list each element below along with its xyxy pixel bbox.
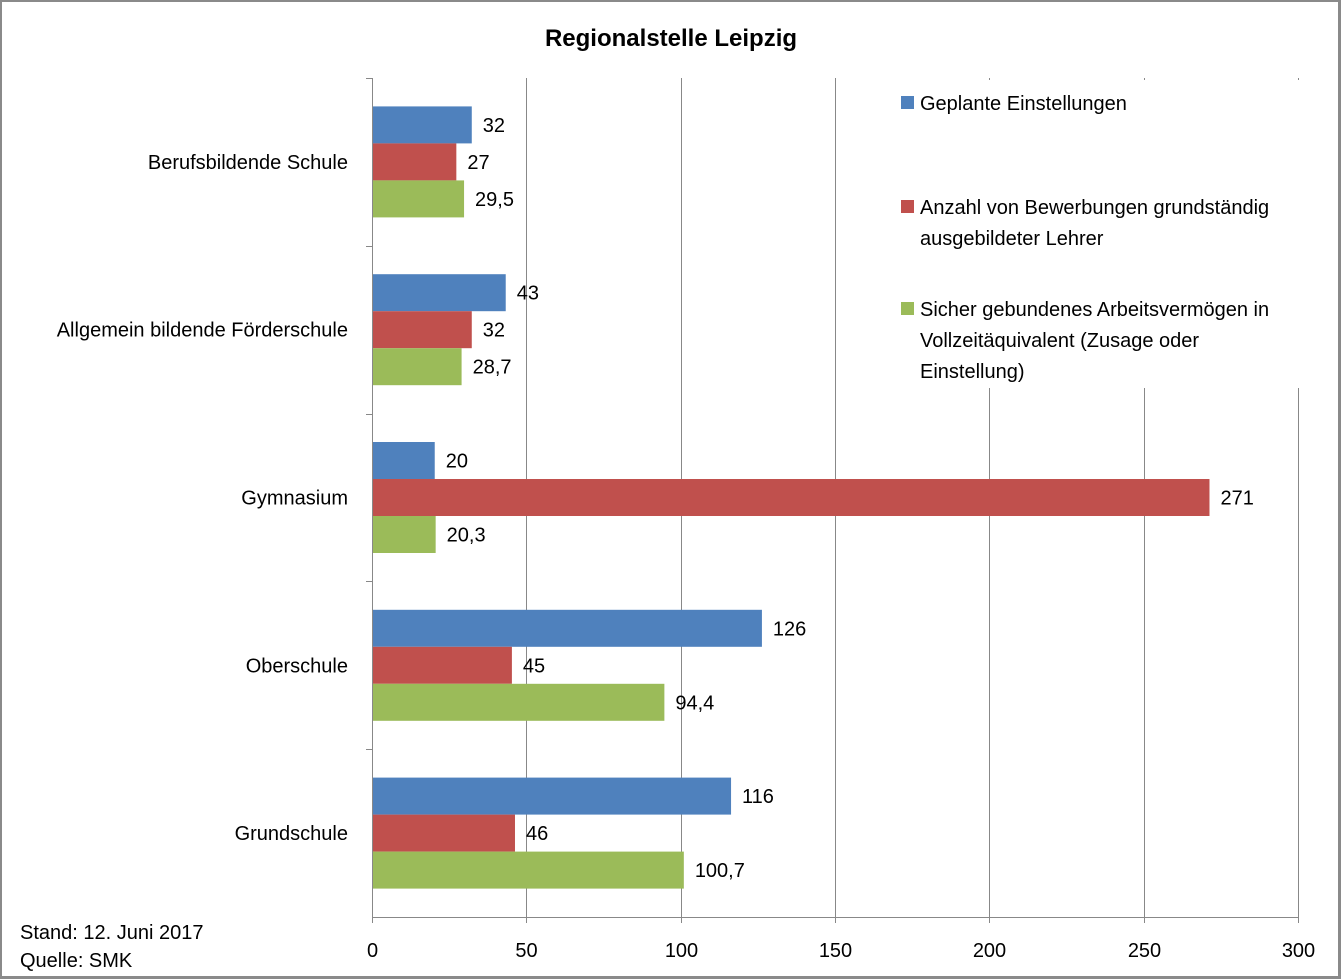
bar [373,311,472,349]
legend-swatch [901,200,914,213]
category-label: Berufsbildende Schule [148,152,348,174]
legend-box [890,80,1330,388]
legend-swatch [901,96,914,109]
x-tick-label: 100 [665,940,698,962]
legend-label: Einstellung) [920,361,1025,383]
bar [373,516,436,553]
data-label: 43 [517,283,539,305]
legend-label: Geplante Einstellungen [920,93,1127,115]
x-tick-label: 200 [973,940,1006,962]
data-label: 20,3 [447,525,486,547]
legend-swatch [901,302,914,315]
data-label: 100,7 [695,860,745,882]
x-tick-label: 300 [1282,940,1315,962]
x-tick-label: 50 [515,940,537,962]
x-tick-label: 0 [367,940,378,962]
bar [373,609,762,647]
bar [373,274,506,312]
bar [373,348,462,386]
data-label: 45 [523,655,545,677]
data-label: 94,4 [675,692,714,714]
data-label: 126 [773,618,806,640]
bar [373,479,1210,516]
category-label: Allgemein bildende Förderschule [57,320,348,342]
bar [373,106,472,144]
footer-stand: Stand: 12. Juni 2017 [20,922,204,944]
x-tick-label: 250 [1128,940,1161,962]
legend-label: ausgebildeter Lehrer [920,228,1104,250]
data-label: 20 [446,451,468,473]
x-tick-label: 150 [819,940,852,962]
data-label: 28,7 [473,357,512,379]
data-label: 32 [483,115,505,137]
bar [373,777,732,815]
data-label: 116 [742,786,774,808]
chart-title: Regionalstelle Leipzig [545,25,797,52]
bar [373,851,684,889]
category-label: Grundschule [235,823,348,845]
bar [373,442,435,479]
data-label: 32 [483,320,505,342]
legend-label: Anzahl von Bewerbungen grundständig [920,197,1269,219]
data-label: 27 [467,152,489,174]
footer-source: Quelle: SMK [20,950,133,972]
category-label: Oberschule [246,655,348,677]
legend-label: Vollzeitäquivalent (Zusage oder [920,330,1199,352]
data-label: 271 [1220,488,1253,510]
bar [373,143,457,181]
bar [373,180,465,218]
bar [373,814,515,852]
legend-label: Sicher gebundenes Arbeitsvermögen in [920,299,1269,321]
category-label: Gymnasium [241,488,348,510]
data-label: 29,5 [475,189,514,211]
bar [373,683,665,721]
bar [373,646,512,684]
data-label: 46 [526,823,548,845]
